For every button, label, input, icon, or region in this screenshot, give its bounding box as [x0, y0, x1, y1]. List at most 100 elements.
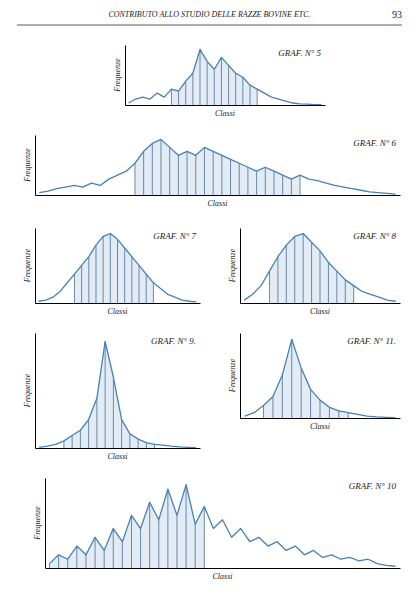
frequency-stem: [149, 502, 150, 568]
frequency-stem: [80, 430, 81, 448]
frequency-polygon: [39, 342, 196, 448]
y-axis-line: [35, 229, 36, 304]
y-axis-title: Frequenze: [23, 373, 32, 408]
frequency-stem: [204, 147, 205, 195]
frequency-stem: [214, 69, 215, 105]
frequency-stem: [282, 175, 283, 195]
frequency-stem: [63, 441, 64, 448]
x-axis-title: Classi: [107, 452, 127, 461]
frequency-stem: [242, 77, 243, 105]
frequency-stem: [221, 155, 222, 195]
chart-title: GRAF. N° 5: [278, 48, 321, 58]
frequency-stem: [143, 151, 144, 195]
frequency-stem: [353, 286, 354, 303]
frequency-polygon: [245, 339, 396, 417]
x-axis-line: [36, 195, 401, 196]
frequency-stem: [265, 167, 266, 195]
frequency-stem: [338, 411, 339, 418]
chart-title: GRAF. N° 11.: [347, 336, 396, 346]
frequency-stem: [88, 257, 89, 303]
frequency-stem: [103, 236, 104, 303]
y-axis-title: Frequenze: [113, 58, 122, 93]
frequency-stem: [105, 342, 106, 448]
plot-area: [39, 342, 196, 448]
x-axis-title: Classi: [310, 422, 330, 431]
y-axis-line: [240, 334, 241, 419]
frequency-stem: [301, 368, 302, 418]
frequency-stem: [178, 91, 179, 105]
page: CONTRIBUTO ALLO STUDIO DELLE RAZZE BOVIN…: [0, 0, 419, 602]
frequency-polygon: [39, 234, 197, 302]
frequency-stem: [185, 81, 186, 105]
frequency-stem: [187, 151, 188, 195]
frequency-stem: [113, 529, 114, 568]
frequency-stem: [277, 257, 278, 303]
x-axis-title: Classi: [107, 307, 127, 316]
frequency-stem: [256, 171, 257, 195]
y-axis-title: Frequenze: [228, 358, 237, 393]
frequency-stem: [269, 271, 270, 303]
page-number: 93: [392, 9, 402, 20]
frequency-stem: [140, 529, 141, 568]
frequency-stem: [195, 155, 196, 195]
frequency-stem: [320, 251, 321, 303]
y-axis: [35, 136, 36, 196]
frequency-stem: [250, 85, 251, 105]
x-axis-title: Classi: [212, 572, 232, 581]
frequency-stem: [178, 155, 179, 195]
filled-region: [135, 139, 300, 195]
x-axis-line: [36, 448, 201, 449]
frequency-stem: [247, 167, 248, 195]
frequency-stem: [328, 262, 329, 303]
frequency-stem: [167, 489, 168, 568]
chart-title: GRAF. N° 8: [353, 231, 396, 241]
y-axis-title: Frequenze: [228, 248, 237, 283]
frequency-stem: [320, 400, 321, 418]
x-axis: [241, 418, 401, 419]
frequency-stem: [282, 375, 283, 418]
frequency-polygon: [244, 234, 396, 302]
panel: GRAF. N° 6ClassiFrequenze: [23, 136, 401, 209]
chart-title: GRAF. N° 6: [353, 138, 396, 148]
frequency-stem: [169, 147, 170, 195]
x-axis-line: [126, 105, 326, 106]
filled-region: [269, 234, 353, 303]
frequency-stem: [76, 546, 77, 568]
frequency-stem: [192, 73, 193, 105]
frequency-stem: [81, 265, 82, 303]
chart-title: GRAF. N° 9.: [151, 336, 196, 346]
page-title: CONTRIBUTO ALLO STUDIO DELLE RAZZE BOVIN…: [108, 10, 310, 19]
frequency-stem: [336, 271, 337, 303]
y-axis: [45, 479, 46, 569]
frequency-stem: [230, 159, 231, 195]
x-axis: [36, 195, 401, 196]
frequency-stem: [122, 542, 123, 568]
frequency-stem: [171, 89, 172, 105]
frequency-polygon: [50, 485, 396, 567]
frequency-stem: [310, 389, 311, 418]
frequency-stem: [134, 163, 135, 195]
frequency-stem: [213, 151, 214, 195]
frequency-stem: [146, 443, 147, 448]
y-axis-title: Frequenze: [23, 248, 32, 283]
frequency-stem: [110, 234, 111, 303]
header-rule: [17, 25, 402, 26]
frequency-stem: [195, 524, 196, 568]
frequency-stem: [291, 339, 292, 418]
frequency-stem: [113, 377, 114, 448]
frequency-stem: [228, 65, 229, 105]
frequency-stem: [161, 139, 162, 195]
x-axis: [241, 303, 401, 304]
frequency-stem: [49, 564, 50, 568]
frequency-stem: [345, 280, 346, 303]
x-axis-line: [241, 303, 401, 304]
y-axis-line: [35, 136, 36, 196]
x-axis: [126, 105, 326, 106]
y-axis-line: [125, 46, 126, 106]
frequency-stem: [72, 436, 73, 448]
frequency-stem: [131, 515, 132, 568]
filled-region: [171, 49, 257, 105]
x-axis: [36, 448, 201, 449]
frequency-stem: [186, 485, 187, 568]
frequency-stem: [85, 555, 86, 568]
